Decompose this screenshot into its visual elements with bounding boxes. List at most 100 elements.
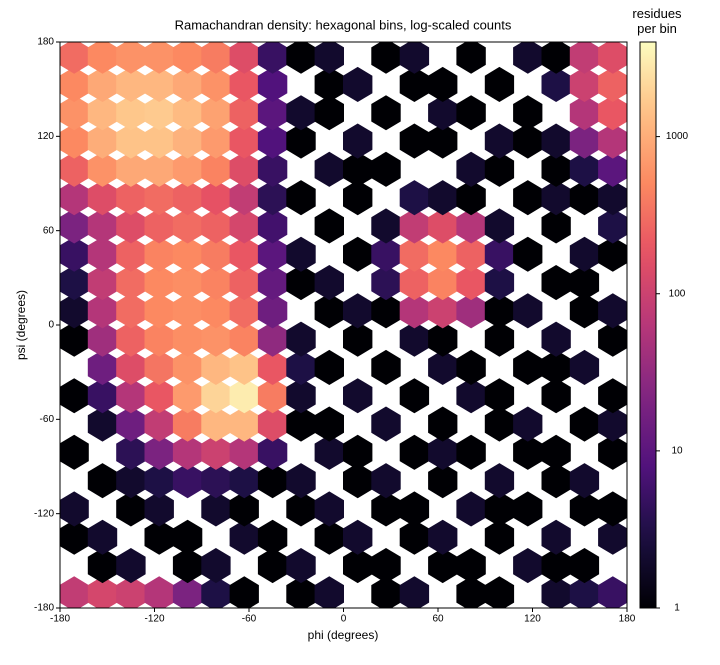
hex-bin — [286, 321, 316, 357]
colorbar-label: residues per bin — [632, 6, 682, 36]
hex-bin — [569, 293, 600, 329]
hex-bin — [257, 321, 288, 357]
hex-bin — [541, 123, 571, 159]
hex-bin — [569, 151, 600, 187]
plot-frame — [59, 41, 628, 609]
hex-bin — [201, 151, 231, 187]
hex-bin — [116, 180, 146, 216]
hex-bin — [116, 123, 146, 159]
hex-bin — [343, 123, 373, 159]
hex-bin — [257, 434, 288, 470]
hex-bin — [541, 349, 571, 385]
hex-bin — [343, 180, 373, 216]
hex-bin — [201, 406, 231, 442]
hex-bin — [286, 548, 316, 584]
hex-bin — [144, 208, 174, 244]
hex-bin — [201, 491, 231, 527]
y-axis-label: psi (degrees) — [14, 290, 28, 360]
hex-bin — [513, 236, 543, 272]
hex-bin — [314, 208, 344, 244]
hex-bin — [513, 548, 543, 584]
hex-bin — [428, 265, 458, 301]
colorbar-tick-label: 1000 — [666, 131, 689, 142]
hex-bin — [229, 463, 259, 499]
hex-bin — [201, 265, 231, 301]
hex-bin — [257, 293, 288, 329]
hex-bin — [172, 434, 203, 470]
hex-bin — [229, 519, 259, 555]
hex-bin — [286, 463, 316, 499]
hex-bin — [314, 293, 344, 329]
hex-bin — [172, 95, 203, 131]
hex-bin — [201, 66, 231, 102]
colorbar — [639, 41, 657, 609]
hex-bin — [87, 208, 118, 244]
hex-bin — [257, 236, 288, 272]
hex-bin — [172, 321, 203, 357]
hex-bin — [343, 321, 373, 357]
colorbar-tick-label: 1 — [674, 603, 680, 614]
hex-bin — [343, 548, 373, 584]
hex-bin — [541, 519, 571, 555]
hex-bin — [598, 406, 627, 442]
hex-bin — [229, 236, 259, 272]
hex-bin — [598, 321, 627, 357]
hex-bin — [144, 293, 174, 329]
hex-bin — [172, 349, 203, 385]
colorbar-tick-label: 10 — [671, 446, 683, 457]
x-tick-label: 120 — [524, 614, 541, 625]
hex-bin — [343, 519, 373, 555]
hex-bin — [456, 236, 486, 272]
hex-bin — [428, 406, 458, 442]
hex-bin — [286, 491, 316, 527]
hex-bin — [60, 434, 89, 470]
hex-bin — [60, 265, 89, 301]
hex-bin — [371, 548, 401, 584]
hex-bin — [371, 293, 401, 329]
hex-bin — [116, 576, 146, 608]
hex-bin — [456, 378, 486, 414]
hex-bin — [257, 265, 288, 301]
chart-title: Ramachandran density: hexagonal bins, lo… — [175, 17, 512, 32]
hex-bin — [116, 406, 146, 442]
hex-bin — [87, 548, 118, 584]
hex-bin — [343, 293, 373, 329]
hex-bin — [428, 434, 458, 470]
hex-bin — [257, 519, 288, 555]
hex-bin — [484, 576, 515, 608]
hex-bin — [314, 66, 344, 102]
hex-bin — [172, 293, 203, 329]
hex-bin — [428, 548, 458, 584]
hex-bin — [257, 208, 288, 244]
hex-bin — [371, 236, 401, 272]
hex-bin — [569, 406, 600, 442]
hex-bin — [569, 123, 600, 159]
hex-bin — [399, 265, 430, 301]
hex-bin — [172, 42, 203, 74]
hex-bin — [116, 463, 146, 499]
hex-bin — [343, 434, 373, 470]
hex-bin — [484, 463, 515, 499]
hex-bin — [314, 349, 344, 385]
hex-bin — [428, 519, 458, 555]
hex-bin — [371, 463, 401, 499]
hex-bin — [229, 434, 259, 470]
hex-bin — [116, 434, 146, 470]
hex-bin — [484, 321, 515, 357]
hex-bin — [456, 434, 486, 470]
hex-bin — [598, 123, 627, 159]
hex-bin — [513, 434, 543, 470]
hex-bin — [201, 123, 231, 159]
y-tick-label: -60 — [40, 414, 55, 425]
hex-bin — [229, 321, 259, 357]
hex-bin — [371, 42, 401, 74]
hex-bin — [371, 349, 401, 385]
hex-bin — [343, 378, 373, 414]
hex-bin — [598, 236, 627, 272]
hex-bin — [541, 180, 571, 216]
hex-bin — [569, 66, 600, 102]
hex-bin — [229, 151, 259, 187]
hex-bin — [201, 321, 231, 357]
hex-bin — [201, 434, 231, 470]
x-tick-label: -180 — [50, 614, 70, 625]
